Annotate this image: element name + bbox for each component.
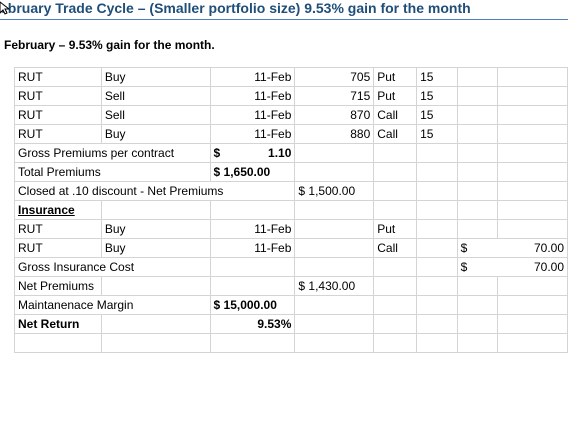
action-cell: Buy	[100, 124, 211, 144]
gross-insurance-label: Gross Insurance Cost	[14, 257, 211, 277]
margin-label: Maintanenace Margin	[14, 295, 211, 315]
action-cell: Buy	[100, 238, 211, 258]
insurance-row: RUT Buy 11-Feb Call $ 70.00	[14, 238, 568, 258]
type-cell: Call	[373, 105, 418, 125]
page-title-text: ebruary Trade Cycle – (Smaller portfolio…	[0, 0, 471, 16]
date-cell: 11-Feb	[209, 86, 296, 106]
date-cell: 11-Feb	[209, 124, 296, 144]
gross-premiums-row: Gross Premiums per contract $ 1.10	[14, 143, 568, 163]
action-cell: Buy	[100, 219, 211, 239]
action-cell: Sell	[100, 86, 211, 106]
qty-cell: 15	[416, 67, 458, 87]
trade-row: RUT Buy 11-Feb 880 Call 15	[14, 124, 568, 144]
trade-table: RUT Buy 11-Feb 705 Put 15 RUT Sell 11-Fe…	[13, 67, 568, 353]
empty-row	[14, 333, 568, 353]
type-cell: Call	[373, 238, 418, 258]
type-cell: Put	[373, 219, 418, 239]
type-cell: Put	[373, 86, 418, 106]
page-title: ebruary Trade Cycle – (Smaller portfolio…	[0, 0, 568, 18]
strike-cell: 715	[294, 86, 375, 106]
trade-row: RUT Sell 11-Feb 870 Call 15	[14, 105, 568, 125]
date-cell: 11-Feb	[209, 219, 296, 239]
type-cell: Call	[373, 124, 418, 144]
symbol-cell: RUT	[14, 105, 102, 125]
closed-label: Closed at .10 discount - Net Premiums	[13, 181, 296, 201]
symbol-cell: RUT	[14, 219, 102, 239]
date-cell: 11-Feb	[209, 105, 296, 125]
insurance-heading: Insurance	[14, 200, 102, 220]
strike-cell: 705	[294, 67, 375, 87]
strike-cell: 870	[294, 105, 375, 125]
trade-row: RUT Sell 11-Feb 715 Put 15	[14, 86, 568, 106]
insurance-row: RUT Buy 11-Feb Put	[14, 219, 568, 239]
net-return-label: Net Return	[14, 314, 102, 334]
qty-cell: 15	[416, 105, 458, 125]
closed-row: Closed at .10 discount - Net Premiums $ …	[13, 181, 568, 201]
net-premiums-value: $ 1,500.00	[294, 181, 375, 201]
gross-insurance-value: 70.00	[497, 257, 568, 277]
margin-row: Maintanenace Margin $ 15,000.00	[14, 295, 568, 315]
net-premiums-total: $ 1,430.00	[294, 276, 375, 296]
strike-cell: 880	[294, 124, 375, 144]
currency-symbol: $	[456, 257, 498, 277]
total-premiums-value: $ 1,650.00	[209, 162, 296, 182]
gross-insurance-row: Gross Insurance Cost $ 70.00	[14, 257, 568, 277]
title-underline	[0, 19, 568, 20]
currency-symbol: $	[213, 146, 221, 160]
currency-symbol: $	[456, 238, 498, 258]
date-cell: 11-Feb	[209, 238, 296, 258]
action-cell: Sell	[100, 105, 211, 125]
mouse-cursor-icon	[0, 1, 11, 15]
insurance-heading-row: Insurance	[14, 200, 568, 220]
margin-value: $ 15,000.00	[209, 295, 296, 315]
total-premiums-row: Total Premiums $ 1,650.00	[14, 162, 568, 182]
net-return-row: Net Return 9.53%	[14, 314, 568, 334]
type-cell: Put	[373, 67, 418, 87]
total-premiums-label: Total Premiums	[14, 162, 211, 182]
symbol-cell: RUT	[14, 124, 102, 144]
gross-premiums-label: Gross Premiums per contract	[14, 143, 211, 163]
qty-cell: 15	[416, 124, 458, 144]
symbol-cell: RUT	[14, 238, 102, 258]
net-premiums-label: Net Premiums	[14, 276, 102, 296]
subtitle: February – 9.53% gain for the month.	[4, 38, 215, 52]
net-return-value: 9.53%	[209, 314, 296, 334]
qty-cell: 15	[416, 86, 458, 106]
net-premiums-row: Net Premiums $ 1,430.00	[14, 276, 568, 296]
gross-premiums-value: $ 1.10	[209, 143, 296, 163]
symbol-cell: RUT	[14, 86, 102, 106]
action-cell: Buy	[100, 67, 211, 87]
insurance-cost-value: 70.00	[497, 238, 568, 258]
symbol-cell: RUT	[14, 67, 102, 87]
trade-row: RUT Buy 11-Feb 705 Put 15	[14, 67, 568, 87]
date-cell: 11-Feb	[209, 67, 296, 87]
